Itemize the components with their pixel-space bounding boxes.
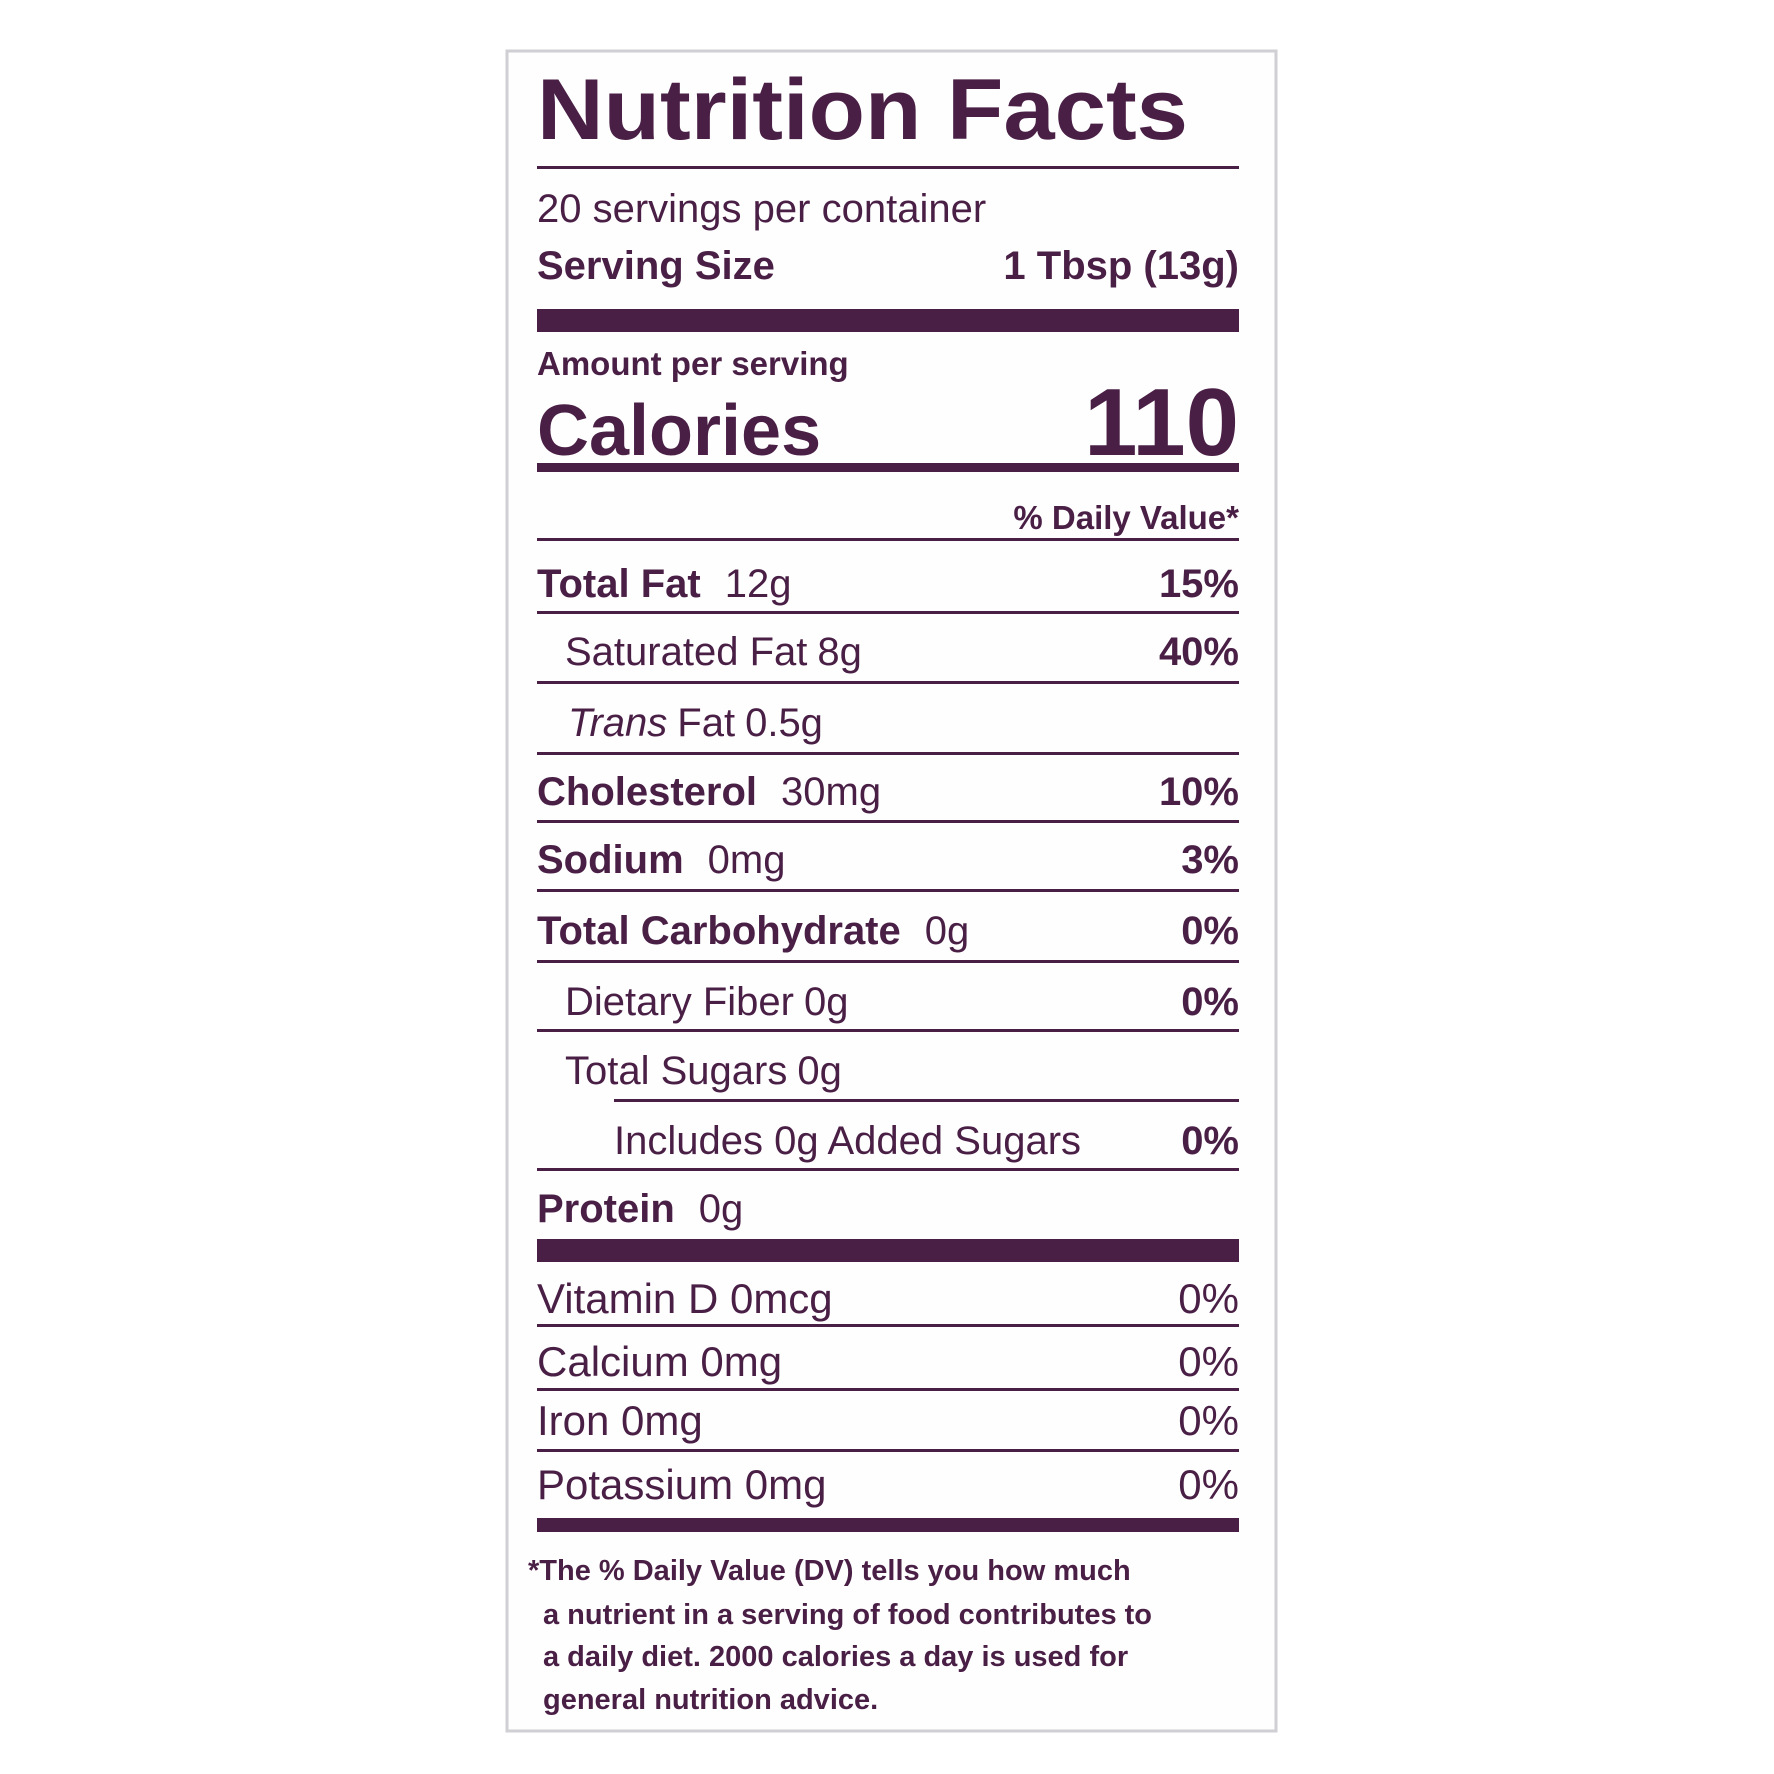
nutrient: Total Fat 12g: [537, 562, 791, 606]
thick-rule: [537, 1239, 1239, 1262]
rule: [614, 1099, 1239, 1102]
rule: [537, 889, 1239, 892]
rule: [537, 1449, 1239, 1452]
rule: [537, 1168, 1239, 1171]
nutrient-amount: 0g: [797, 1049, 842, 1093]
nutrient: Trans Fat 0.5g: [568, 701, 823, 745]
footnote-line: general nutrition advice.: [543, 1684, 878, 1716]
vitamin-name: Potassium 0mg: [537, 1461, 826, 1508]
nutrient-name: Fat: [677, 701, 735, 745]
vitamin-name: Calcium 0mg: [537, 1338, 782, 1385]
nutrient-name: Protein: [537, 1187, 675, 1231]
nutrient: Total Sugars 0g: [565, 1049, 842, 1093]
nutrient-name: Total Carbohydrate: [537, 909, 901, 953]
nutrient-amount: 12g: [725, 562, 792, 606]
title: Nutrition Facts: [537, 62, 1188, 158]
nutrient-amount: 0mg: [708, 838, 786, 882]
vitamin-name: Vitamin D 0mcg: [537, 1275, 833, 1322]
vitamin-dv: 0%: [1178, 1397, 1239, 1444]
nutrient-amount: 8g: [817, 630, 862, 674]
nutrient-name: Saturated Fat: [565, 630, 807, 674]
vitamin-dv: 0%: [1178, 1461, 1239, 1508]
nutrient-name: Includes 0g Added Sugars: [614, 1119, 1081, 1163]
rule: [537, 611, 1239, 614]
rule: [537, 960, 1239, 963]
rule: [537, 166, 1239, 169]
calories-label: Calories: [537, 391, 821, 471]
thick-rule: [537, 309, 1239, 332]
nutrient-amount: 0g: [804, 980, 849, 1024]
footnote-line: a daily diet. 2000 calories a day is use…: [543, 1641, 1128, 1673]
nutrient-dv: 40%: [1159, 630, 1239, 674]
nutrient: Saturated Fat 8g: [565, 630, 862, 674]
vitamin-name: Iron 0mg: [537, 1397, 703, 1444]
nutrient-name: Dietary Fiber: [565, 980, 794, 1024]
nutrient-amount: 0g: [699, 1187, 744, 1231]
calories-value: 110: [1084, 369, 1239, 476]
nutrient: Sodium 0mg: [537, 838, 785, 882]
nutrient: Dietary Fiber 0g: [565, 980, 848, 1024]
nutrient-name: Total Sugars: [565, 1049, 787, 1093]
nutrient-amount: 30mg: [781, 770, 881, 814]
vitamin-dv: 0%: [1178, 1275, 1239, 1322]
nutrient: Protein 0g: [537, 1187, 743, 1231]
rule: [537, 820, 1239, 823]
nutrient-dv: 10%: [1159, 770, 1239, 814]
servings: 20 servings per container: [537, 187, 986, 231]
rule: [537, 1388, 1239, 1391]
thick-rule: [537, 1518, 1239, 1532]
nutrient-dv: 0%: [1181, 980, 1239, 1024]
footnote-line: *The % Daily Value (DV) tells you how mu…: [528, 1555, 1131, 1587]
amount-per-serving: Amount per serving: [537, 345, 849, 382]
nutrient-dv: 0%: [1181, 909, 1239, 953]
serving-size-label: Serving Size: [537, 244, 775, 288]
serving-size-value: 1 Tbsp (13g): [1003, 244, 1239, 288]
nutrient: Cholesterol 30mg: [537, 770, 881, 814]
daily-value-header: % Daily Value*: [1013, 499, 1239, 536]
nutrient-name: Cholesterol: [537, 770, 757, 814]
footnote-line: a nutrient in a serving of food contribu…: [543, 1599, 1152, 1631]
vitamin-dv: 0%: [1178, 1338, 1239, 1385]
rule: [537, 681, 1239, 684]
nutrient-dv: 3%: [1181, 838, 1239, 882]
nutrient-name: Sodium: [537, 838, 684, 882]
nutrient-dv: 15%: [1159, 562, 1239, 606]
nutrient-amount: 0g: [925, 909, 970, 953]
medium-rule: [537, 463, 1239, 472]
rule: [537, 752, 1239, 755]
nutrient-dv: 0%: [1181, 1119, 1239, 1163]
rule: [537, 538, 1239, 541]
nutrient: Total Carbohydrate 0g: [537, 909, 969, 953]
nutrient-amount: 0.5g: [745, 701, 823, 745]
nutrient-name-prefix: Trans: [568, 701, 667, 745]
rule: [537, 1029, 1239, 1032]
rule: [537, 1324, 1239, 1327]
nutrient-name: Total Fat: [537, 562, 701, 606]
